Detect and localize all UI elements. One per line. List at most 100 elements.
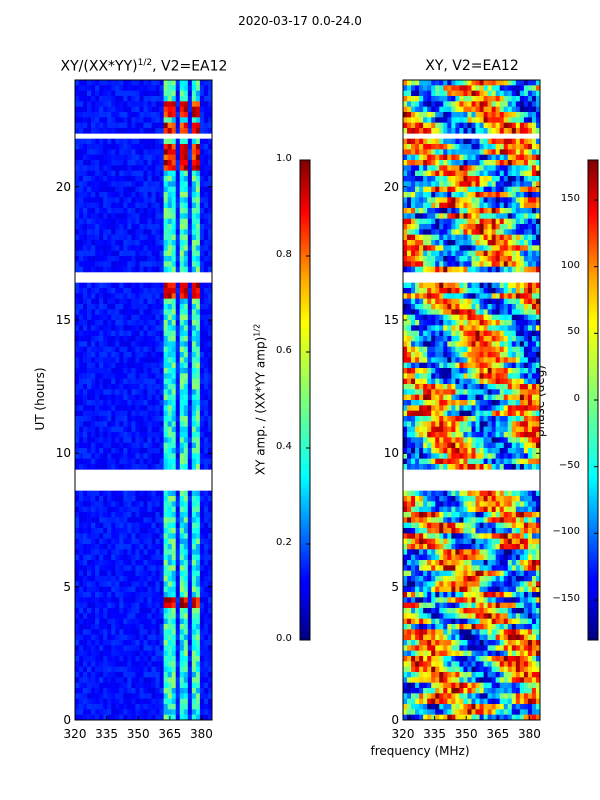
heatmap-cell xyxy=(167,704,173,710)
heatmap-cell xyxy=(115,128,120,134)
heatmap-cell xyxy=(147,714,152,721)
heatmap-cell xyxy=(143,330,148,337)
heatmap-cell xyxy=(127,293,132,299)
heatmap-cell xyxy=(131,165,136,171)
heatmap-cell xyxy=(151,426,156,433)
heatmap-cell xyxy=(507,240,513,246)
heatmap-cell xyxy=(207,496,213,502)
heatmap-cell xyxy=(123,96,128,102)
heatmap-cell xyxy=(443,192,448,198)
heatmap-cell xyxy=(191,240,197,246)
heatmap-cell xyxy=(115,192,120,198)
heatmap-cell xyxy=(103,368,108,374)
heatmap-cell xyxy=(171,544,177,550)
heatmap-cell xyxy=(139,656,144,662)
heatmap-cell xyxy=(127,362,132,369)
heatmap-cell xyxy=(103,341,108,347)
heatmap-cell xyxy=(171,330,177,337)
heatmap-cell xyxy=(115,368,120,374)
heatmap-cell xyxy=(139,634,144,641)
heatmap-cell xyxy=(147,597,152,603)
heatmap-cell xyxy=(123,325,128,331)
heatmap-cell xyxy=(199,389,205,395)
heatmap-cell xyxy=(523,213,529,219)
heatmap-cell xyxy=(179,426,185,433)
heatmap-cell xyxy=(519,250,525,257)
heatmap-cell xyxy=(99,106,104,113)
heatmap-cell xyxy=(427,208,432,214)
heatmap-cell xyxy=(151,208,156,214)
heatmap-cell xyxy=(115,565,120,571)
heatmap-cell xyxy=(479,176,484,182)
heatmap-cell xyxy=(147,544,152,550)
heatmap-cell xyxy=(131,362,136,369)
heatmap-cell xyxy=(191,405,197,411)
heatmap-cell xyxy=(451,96,456,102)
heatmap-cell xyxy=(143,570,148,577)
heatmap-cell xyxy=(191,517,197,523)
heatmap-cell xyxy=(527,250,533,257)
heatmap-cell xyxy=(75,234,80,241)
heatmap-cell xyxy=(447,90,452,97)
heatmap-cell xyxy=(175,442,181,449)
heatmap-cell xyxy=(479,117,484,123)
heatmap-cell xyxy=(99,234,104,241)
heatmap-cell xyxy=(99,352,104,358)
heatmap-cell xyxy=(163,437,168,443)
heatmap-cell xyxy=(91,576,96,582)
heatmap-cell xyxy=(75,672,80,678)
heatmap-cell xyxy=(107,528,112,534)
heatmap-cell xyxy=(139,501,144,507)
heatmap-cell xyxy=(159,85,164,91)
heatmap-cell xyxy=(455,160,460,166)
heatmap-cell xyxy=(507,213,513,219)
heatmap-cell xyxy=(127,512,132,518)
heatmap-cell xyxy=(123,282,128,289)
heatmap-cell xyxy=(91,426,96,433)
heatmap-cell xyxy=(123,597,128,603)
heatmap-cell xyxy=(99,613,104,619)
heatmap-cell xyxy=(83,496,88,502)
heatmap-cell xyxy=(99,538,104,545)
heatmap-cell xyxy=(207,538,213,545)
heatmap-cell xyxy=(155,256,160,262)
heatmap-cell xyxy=(195,346,201,353)
heatmap-cell xyxy=(147,549,152,555)
heatmap-cell xyxy=(187,368,193,374)
heatmap-cell xyxy=(75,698,80,705)
heatmap-cell xyxy=(199,170,205,177)
heatmap-cell xyxy=(107,410,112,417)
heatmap-cell xyxy=(167,373,173,379)
heatmap-cell xyxy=(475,117,480,123)
heatmap-cell xyxy=(155,613,160,619)
heatmap-cell xyxy=(159,709,164,715)
heatmap-cell xyxy=(155,517,160,523)
heatmap-cell xyxy=(163,597,168,603)
heatmap-cell xyxy=(111,453,116,459)
heatmap-cell xyxy=(531,245,537,251)
heatmap-cell xyxy=(95,261,100,267)
heatmap-cell xyxy=(87,677,92,683)
heatmap-cell xyxy=(203,218,209,225)
heatmap-cell xyxy=(415,90,420,97)
heatmap-cell xyxy=(523,90,529,97)
heatmap-cell xyxy=(95,410,100,417)
heatmap-cell xyxy=(195,517,201,523)
heatmap-cell xyxy=(447,229,452,235)
heatmap-cell xyxy=(531,144,537,150)
heatmap-cell xyxy=(527,234,533,241)
heatmap-cell xyxy=(203,378,209,385)
heatmap-cell xyxy=(103,688,108,694)
heatmap-cell xyxy=(147,538,152,545)
heatmap-cell xyxy=(143,634,148,641)
heatmap-cell xyxy=(467,149,472,155)
heatmap-cell xyxy=(155,346,160,353)
heatmap-cell xyxy=(187,400,193,406)
heatmap-cell xyxy=(123,522,128,529)
heatmap-cell xyxy=(187,352,193,358)
heatmap-cell xyxy=(535,256,541,262)
heatmap-cell xyxy=(183,213,189,219)
heatmap-cell xyxy=(207,410,213,417)
heatmap-cell xyxy=(179,677,185,683)
heatmap-cell xyxy=(191,122,197,129)
